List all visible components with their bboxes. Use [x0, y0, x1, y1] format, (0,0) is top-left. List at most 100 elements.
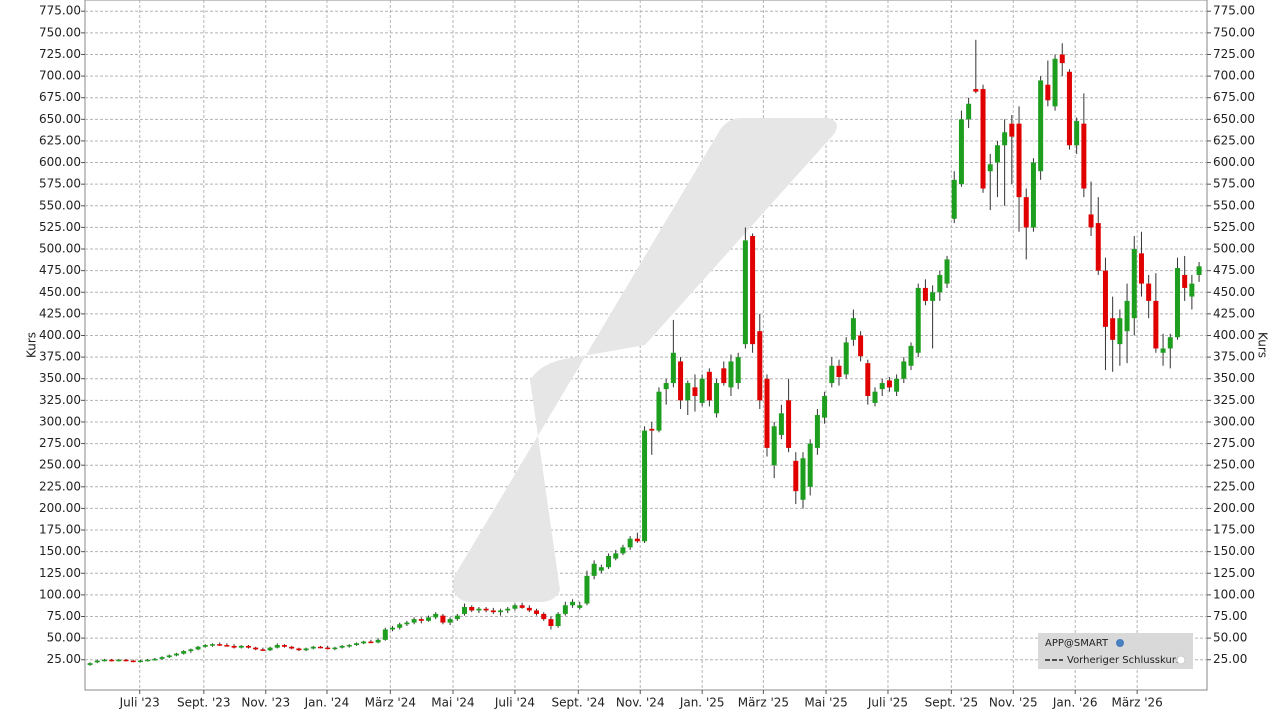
y2-tick-label: 175.00 [1213, 523, 1255, 537]
candle-body [166, 655, 172, 658]
x-tick-label: März '26 [1111, 696, 1162, 710]
candle-body [598, 567, 604, 571]
candle-body [850, 318, 856, 340]
watermark [453, 118, 837, 602]
y-tick-label: 550.00 [39, 198, 81, 212]
candle-body [778, 413, 784, 435]
legend-icon [1116, 639, 1124, 647]
y2-tick-label: 500.00 [1213, 242, 1255, 256]
candle-body [1095, 223, 1101, 271]
candle-body [829, 365, 835, 384]
x-tick-label: Nov. '25 [989, 696, 1038, 710]
candle-body [721, 368, 727, 384]
candle-body [483, 608, 489, 611]
candle-body [764, 378, 770, 448]
candle-body [361, 641, 367, 644]
candle-body [1189, 283, 1195, 297]
candle-body [209, 644, 215, 646]
candle-body [1153, 300, 1159, 349]
candle-body [490, 610, 496, 613]
candle-body [339, 645, 345, 648]
candle-body [462, 606, 468, 614]
candle-body [1131, 249, 1137, 319]
candle-body [1124, 300, 1130, 332]
candle-body [807, 443, 813, 487]
candle-body [937, 274, 943, 293]
candle-body [793, 460, 799, 492]
y2-axis-label: Kurs [1256, 332, 1270, 358]
candle-body [922, 287, 928, 301]
candle-body [1182, 274, 1188, 288]
candle-body [663, 383, 669, 390]
candle-body [735, 357, 741, 384]
candle-body [390, 627, 396, 630]
candle-body [101, 659, 107, 662]
candle-body [317, 646, 323, 649]
y2-tick-label: 700.00 [1213, 69, 1255, 83]
candle-body [879, 383, 885, 390]
candle-body [822, 396, 828, 418]
candle-body [1146, 283, 1152, 301]
y2-tick-label: 450.00 [1213, 285, 1255, 299]
candle-body [260, 649, 266, 651]
candle-body [562, 605, 568, 614]
legend-symbol: APP@SMART [1045, 638, 1109, 649]
candle-body [915, 287, 921, 353]
candle-body [613, 553, 619, 559]
candle-body [1066, 71, 1072, 146]
candle-body [310, 646, 316, 649]
candle-body [325, 647, 331, 650]
candle-body [145, 659, 151, 662]
y2-tick-label: 750.00 [1213, 25, 1255, 39]
candle-body [87, 663, 93, 665]
candle-body [1081, 123, 1087, 189]
candle-body [966, 103, 972, 120]
candle-body [332, 647, 338, 650]
candle-body [1160, 348, 1166, 353]
y2-tick-label: 425.00 [1213, 306, 1255, 320]
candle-body [397, 624, 403, 628]
candle-body [843, 342, 849, 375]
y-tick-label: 600.00 [39, 155, 81, 169]
y2-tick-label: 675.00 [1213, 90, 1255, 104]
candle-body [1009, 123, 1015, 137]
candle-body [123, 659, 129, 662]
y2-tick-label: 725.00 [1213, 47, 1255, 61]
candle-body [930, 292, 936, 301]
candles [87, 39, 1202, 666]
candle-body [195, 646, 201, 650]
y-tick-label: 650.00 [39, 112, 81, 126]
y-tick-label: 750.00 [39, 25, 81, 39]
candle-body [886, 380, 892, 388]
candle-body [908, 345, 914, 366]
y2-tick-label: 375.00 [1213, 350, 1255, 364]
candle-body [786, 400, 792, 448]
y-tick-label: 450.00 [39, 285, 81, 299]
y-tick-label: 775.00 [39, 4, 81, 18]
legend-toggle[interactable] [1176, 655, 1186, 665]
candle-body [685, 383, 691, 401]
y2-tick-label: 125.00 [1213, 566, 1255, 580]
candle-body [606, 555, 612, 568]
candle-body [742, 240, 748, 345]
candle-body [130, 660, 136, 663]
candle-body [692, 387, 698, 397]
candle-body [382, 629, 388, 640]
y-tick-label: 300.00 [39, 414, 81, 428]
candle-body [541, 613, 547, 620]
y2-tick-label: 250.00 [1213, 458, 1255, 472]
x-tick-label: Jan. '24 [304, 696, 350, 710]
y-tick-label: 325.00 [39, 393, 81, 407]
y2-tick-label: 225.00 [1213, 479, 1255, 493]
candle-body [1138, 253, 1144, 284]
candle-body [267, 647, 273, 651]
candle-body [159, 657, 165, 659]
candle-body [202, 645, 208, 647]
y-tick-label: 50.00 [47, 631, 81, 645]
candle-body [375, 639, 381, 643]
y-tick-label: 175.00 [39, 523, 81, 537]
candle-body [1052, 58, 1058, 107]
legend-box [1038, 633, 1193, 669]
candle-body [627, 538, 633, 548]
candle-body [1088, 214, 1094, 228]
